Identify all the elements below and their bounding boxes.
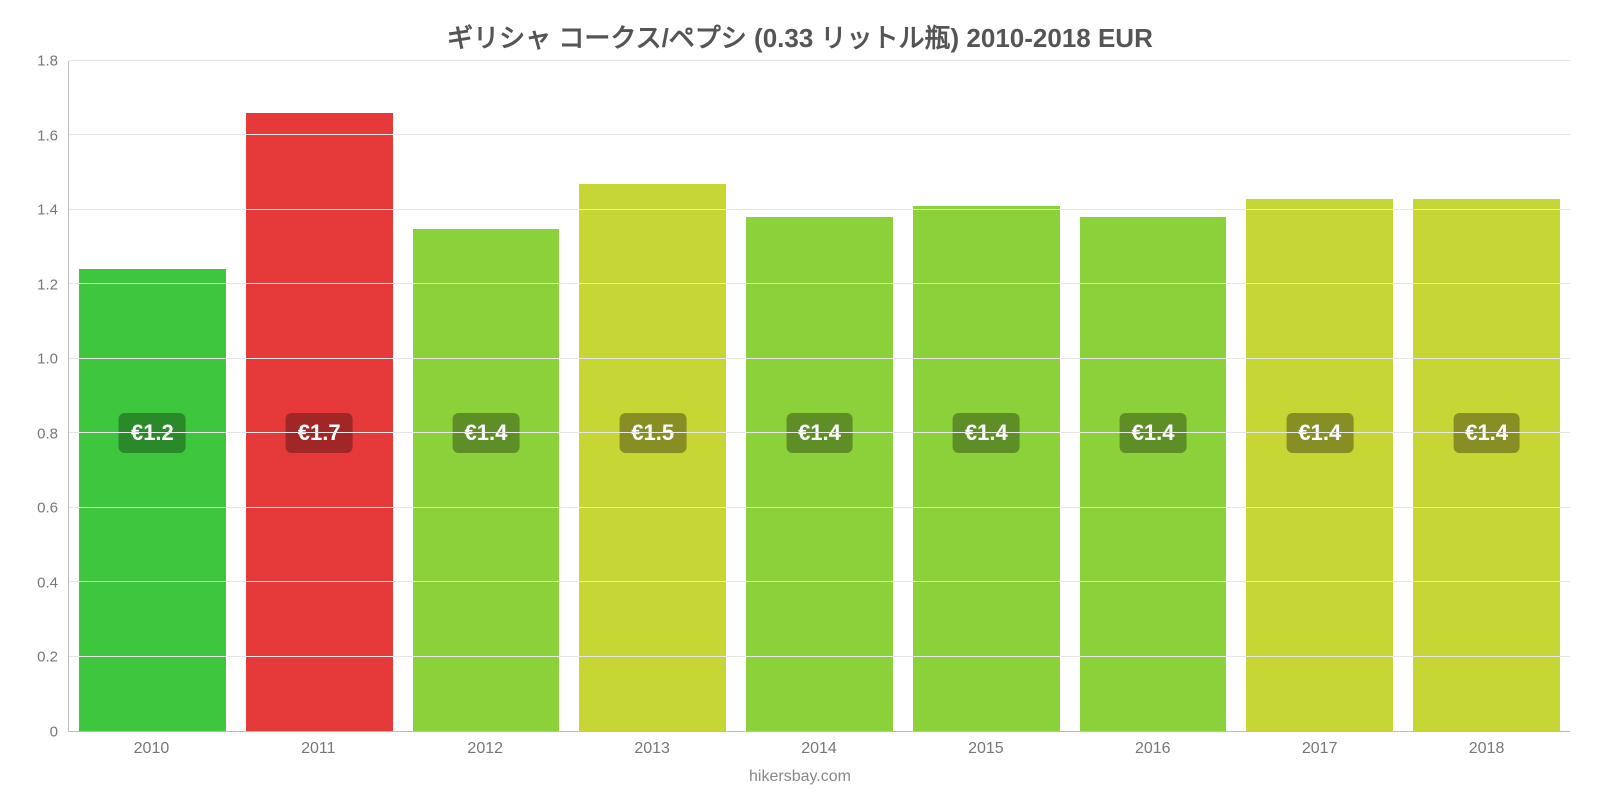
bar-slot: €1.4 [903, 61, 1070, 731]
y-tick-label: 1.6 [37, 127, 58, 144]
y-tick-label: 1.0 [37, 351, 58, 368]
gridline [69, 432, 1570, 433]
gridline [69, 656, 1570, 657]
gridline [69, 134, 1570, 135]
bar: €1.4 [1246, 199, 1393, 731]
x-tick-label: 2013 [569, 732, 736, 766]
bar-value-badge: €1.4 [786, 413, 853, 453]
y-tick-label: 0.2 [37, 649, 58, 666]
bar: €1.4 [746, 217, 893, 731]
y-tick-label: 1.8 [37, 53, 58, 70]
bar: €1.5 [579, 184, 726, 731]
x-tick-label: 2014 [736, 732, 903, 766]
bar-value-badge: €1.5 [619, 413, 686, 453]
y-tick-label: 1.2 [37, 276, 58, 293]
x-tick-label: 2016 [1069, 732, 1236, 766]
gridline [69, 283, 1570, 284]
bar-slot: €1.4 [1070, 61, 1237, 731]
bar: €1.4 [913, 206, 1060, 731]
chart-title: ギリシャ コークス/ペプシ (0.33 リットル瓶) 2010-2018 EUR [0, 0, 1600, 61]
x-tick-label: 2010 [68, 732, 235, 766]
gridline [69, 581, 1570, 582]
x-axis: 201020112012201320142015201620172018 [0, 732, 1600, 766]
plot-row: 00.20.40.60.81.01.21.41.61.8 €1.2€1.7€1.… [0, 61, 1600, 732]
bar-value-badge: €1.4 [1453, 413, 1520, 453]
bar-slot: €1.4 [1403, 61, 1570, 731]
gridline [69, 209, 1570, 210]
gridline [69, 60, 1570, 61]
bar-value-badge: €1.4 [1120, 413, 1187, 453]
bar: €1.4 [1413, 199, 1560, 731]
x-tick-label: 2018 [1403, 732, 1570, 766]
bar: €1.4 [1080, 217, 1227, 731]
y-axis: 00.20.40.60.81.01.21.41.61.8 [10, 61, 68, 732]
x-tick-label: 2017 [1236, 732, 1403, 766]
bar-slot: €1.4 [403, 61, 570, 731]
y-tick-label: 0 [50, 724, 58, 741]
bars-container: €1.2 €1.7 €1.4 €1.5 €1.4 €1.4 €1.4 €1.4 €1.4 [69, 61, 1570, 731]
y-tick-label: 0.8 [37, 425, 58, 442]
bar: €1.2 [79, 269, 226, 731]
x-tick-label: 2015 [902, 732, 1069, 766]
gridline [69, 507, 1570, 508]
bar-slot: €1.2 [69, 61, 236, 731]
y-tick-label: 0.6 [37, 500, 58, 517]
bar-value-badge: €1.4 [953, 413, 1020, 453]
y-tick-label: 1.4 [37, 202, 58, 219]
bar-value-badge: €1.4 [453, 413, 520, 453]
bar-value-badge: €1.4 [1286, 413, 1353, 453]
bar-value-badge: €1.7 [286, 413, 353, 453]
bar-slot: €1.7 [236, 61, 403, 731]
y-tick-label: 0.4 [37, 574, 58, 591]
bar: €1.7 [246, 113, 393, 731]
bar-slot: €1.4 [1236, 61, 1403, 731]
gridline [69, 358, 1570, 359]
price-chart: ギリシャ コークス/ペプシ (0.33 リットル瓶) 2010-2018 EUR… [0, 0, 1600, 800]
bar-value-badge: €1.2 [119, 413, 186, 453]
chart-source: hikersbay.com [0, 766, 1600, 800]
bar-slot: €1.4 [736, 61, 903, 731]
x-tick-label: 2011 [235, 732, 402, 766]
bar-slot: €1.5 [569, 61, 736, 731]
x-tick-label: 2012 [402, 732, 569, 766]
plot-area: €1.2 €1.7 €1.4 €1.5 €1.4 €1.4 €1.4 €1.4 €1.4 [68, 61, 1570, 732]
